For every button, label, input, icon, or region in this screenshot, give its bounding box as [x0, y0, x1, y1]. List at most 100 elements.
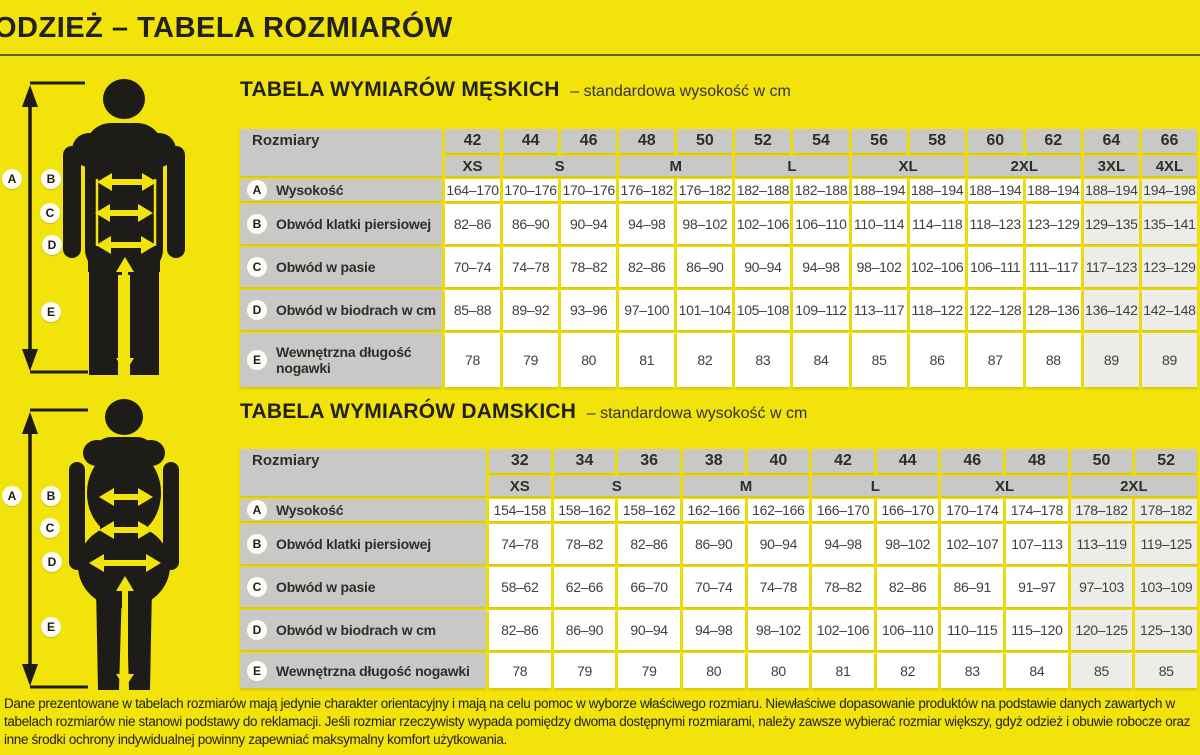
row-label: Obwód w biodrach w cm: [276, 622, 436, 638]
value-cell: 86–90: [553, 610, 616, 650]
row-letter-badge: E: [247, 350, 267, 370]
value-cell: 102–107: [941, 524, 1004, 564]
value-cell: 81: [812, 653, 874, 688]
value-cell: 158–162: [618, 499, 680, 521]
value-cell: 90–94: [561, 204, 617, 244]
value-cell: 80: [561, 333, 617, 387]
value-cell: 154–158: [489, 499, 551, 521]
size-header-cell: 48: [1006, 449, 1068, 473]
row-label-cell: E Wewnętrzna długość nogawki: [240, 333, 442, 387]
value-cell: 87: [967, 333, 1023, 387]
row-label-cell: D Obwód w biodrach w cm: [240, 610, 486, 650]
size-header-cell: 48: [619, 129, 675, 153]
value-cell: 94–98: [619, 204, 675, 244]
size-header-cell: 60: [967, 129, 1023, 153]
value-cell: 90–94: [735, 247, 791, 287]
size-header-cell: 52: [1135, 449, 1197, 473]
value-cell: 102–106: [909, 247, 965, 287]
value-cell: 101–104: [677, 290, 733, 330]
page-header: ODZIEŻ – TABELA ROZMIARÓW: [0, 0, 1200, 56]
value-cell: 170–176: [503, 179, 559, 201]
value-cell: 89: [1141, 333, 1197, 387]
value-cell: 102–106: [735, 204, 791, 244]
row-letter-badge: E: [247, 660, 267, 681]
row-label: Wewnętrzna długość nogawki: [276, 662, 470, 679]
value-cell: 188–194: [1025, 179, 1081, 201]
female-size-table: Rozmiary 32 34 36 38 40 42 44 46 48 50 52 XS S M L XL 2XL…: [240, 449, 1197, 688]
row-letter-badge: D: [247, 620, 267, 640]
female-size-section: TABELA WYMIARÓW DAMSKICH – standardowa w…: [240, 396, 1197, 688]
row-label-cell: B Obwód klatki piersiowej: [240, 524, 486, 564]
value-cell: 83: [735, 333, 791, 387]
value-cell: 81: [619, 333, 675, 387]
size-group-cell: XL: [851, 156, 965, 176]
measure-letter-badge-a: A: [2, 169, 22, 189]
measure-letter-badge-b: B: [41, 169, 61, 189]
value-cell: 118–122: [909, 290, 965, 330]
value-cell: 82–86: [618, 524, 680, 564]
size-header-cell: 56: [851, 129, 907, 153]
size-group-cell: L: [735, 156, 849, 176]
value-cell: 109–112: [793, 290, 849, 330]
table-corner-label: Rozmiary: [240, 129, 442, 176]
size-header-cell: 52: [735, 129, 791, 153]
value-cell: 194–198: [1141, 179, 1197, 201]
value-cell: 85: [1070, 653, 1133, 688]
measure-letter-badge-e: E: [41, 617, 61, 637]
size-header-cell: 40: [747, 449, 810, 473]
value-cell: 62–66: [553, 567, 616, 607]
value-cell: 89–92: [503, 290, 559, 330]
disclaimer-text: Dane prezentowane w tabelach rozmiarów m…: [4, 696, 1191, 747]
size-group-cell: XL: [941, 476, 1068, 496]
size-header-cell: 36: [618, 449, 680, 473]
value-cell: 176–182: [619, 179, 675, 201]
size-header-cell: 54: [793, 129, 849, 153]
female-figure-icon: [22, 399, 179, 690]
value-cell: 117–123: [1083, 247, 1139, 287]
value-cell: 162–166: [747, 499, 810, 521]
value-cell: 176–182: [677, 179, 733, 201]
value-cell: 110–115: [941, 610, 1004, 650]
size-group-cell: XS: [445, 156, 501, 176]
size-header-cell: 46: [941, 449, 1004, 473]
size-header-cell: 42: [445, 129, 501, 153]
size-header-cell: 50: [677, 129, 733, 153]
row-label-cell: A Wysokość: [240, 499, 486, 521]
value-cell: 80: [682, 653, 745, 688]
value-cell: 82: [876, 653, 939, 688]
page-title: ODZIEŻ – TABELA ROZMIARÓW: [0, 12, 453, 44]
size-group-cell: 4XL: [1141, 156, 1197, 176]
size-group-cell: M: [682, 476, 810, 496]
value-cell: 74–78: [503, 247, 559, 287]
value-cell: 170–176: [561, 179, 617, 201]
value-cell: 88: [1025, 333, 1081, 387]
value-cell: 158–162: [553, 499, 616, 521]
value-cell: 164–170: [445, 179, 501, 201]
value-cell: 162–166: [682, 499, 745, 521]
row-label-cell: A Wysokość: [240, 179, 442, 201]
size-header-cell: 44: [876, 449, 939, 473]
value-cell: 188–194: [909, 179, 965, 201]
value-cell: 85: [851, 333, 907, 387]
row-label: Obwód w biodrach w cm: [276, 302, 436, 318]
size-header-cell: 66: [1141, 129, 1197, 153]
value-cell: 78–82: [553, 524, 616, 564]
size-header-cell: 44: [503, 129, 559, 153]
value-cell: 119–125: [1135, 524, 1197, 564]
value-cell: 182–188: [735, 179, 791, 201]
table-corner-label: Rozmiary: [240, 449, 486, 496]
value-cell: 90–94: [618, 610, 680, 650]
height-measure-arrow: [22, 81, 88, 374]
row-label: Obwód w pasie: [276, 579, 376, 595]
value-cell: 114–118: [909, 204, 965, 244]
value-cell: 142–148: [1141, 290, 1197, 330]
value-cell: 102–106: [812, 610, 874, 650]
value-cell: 97–103: [1070, 567, 1133, 607]
inseam-measure-arrow: [116, 576, 134, 688]
row-label: Obwód klatki piersiowej: [276, 536, 431, 552]
value-cell: 105–108: [735, 290, 791, 330]
row-letter-badge: C: [247, 257, 267, 277]
measure-letter-badge-d: D: [42, 552, 62, 572]
value-cell: 80: [747, 653, 810, 688]
male-figure-icon: [22, 79, 185, 375]
